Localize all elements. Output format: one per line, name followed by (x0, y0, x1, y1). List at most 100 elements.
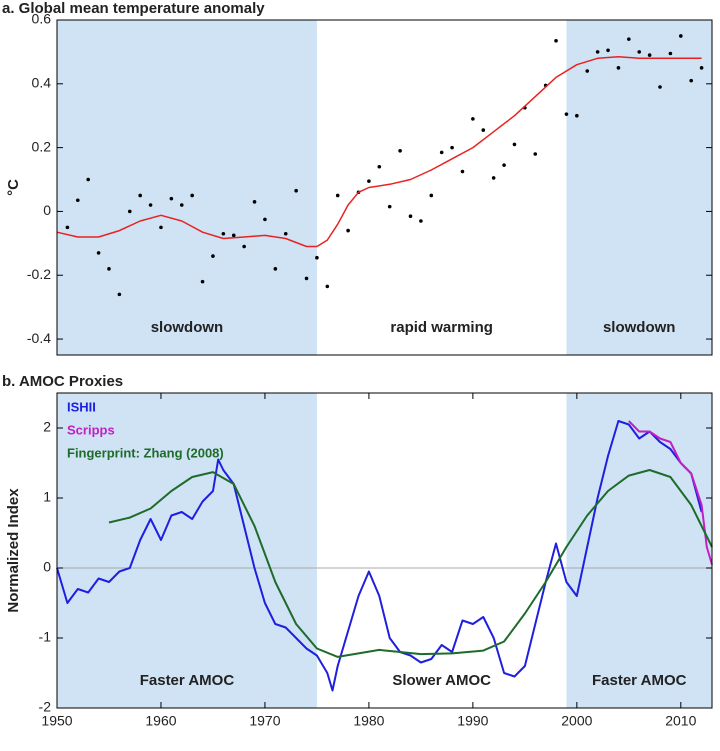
data-point (564, 112, 569, 116)
data-point (169, 196, 174, 201)
x-tick-label: 2010 (665, 713, 696, 729)
data-point (315, 255, 319, 260)
y-tick-label: 0 (43, 559, 51, 575)
data-point (627, 37, 631, 41)
data-point (647, 53, 652, 57)
annotation: slowdown (603, 319, 676, 336)
data-point (398, 149, 402, 153)
shaded-span (566, 20, 712, 355)
data-point (127, 209, 132, 214)
data-point (377, 164, 382, 169)
data-point (450, 145, 454, 150)
data-point (419, 219, 423, 223)
data-point (575, 113, 579, 118)
annotation: Faster AMOC (140, 672, 235, 689)
data-point (190, 193, 194, 198)
data-point (211, 254, 215, 258)
data-point (304, 276, 309, 281)
y-tick-label: -0.2 (27, 266, 51, 282)
plot-frame (56, 19, 713, 356)
data-point (159, 225, 163, 230)
legend-entry: ISHII (67, 399, 96, 414)
data-point (294, 188, 298, 193)
y-tick-label: 2 (43, 419, 51, 435)
y-tick-label: -2 (39, 699, 52, 715)
y-tick-label: 0.6 (32, 11, 52, 27)
y-tick-label: -1 (39, 629, 52, 645)
data-point (221, 231, 226, 236)
y-tick-label: 1 (43, 489, 51, 505)
data-point (273, 267, 278, 271)
data-point (242, 244, 246, 249)
data-point (606, 48, 610, 53)
legend-entry: Scripps (67, 422, 115, 437)
y-tick-label: -0.4 (27, 330, 51, 346)
series-line (56, 55, 702, 248)
data-point (668, 51, 673, 56)
data-point (252, 200, 257, 204)
annotation: rapid warming (390, 319, 493, 336)
data-point (75, 198, 80, 203)
data-point (179, 203, 184, 207)
data-point (96, 251, 101, 255)
y-tick-label: 0.2 (32, 138, 52, 154)
data-point (595, 50, 600, 54)
data-point (200, 279, 205, 284)
shaded-span (57, 20, 317, 355)
data-point (387, 204, 392, 209)
data-point (429, 193, 434, 198)
y-axis-label: °C (5, 179, 22, 196)
panel-title: a. Global mean temperature anomaly (2, 0, 265, 17)
series-line (108, 469, 713, 658)
y-tick-label: 0 (43, 202, 51, 218)
data-point (491, 176, 496, 180)
data-point (86, 177, 90, 182)
y-axis-label: Normalized Index (5, 488, 22, 613)
series-line (56, 420, 703, 692)
data-point (585, 69, 590, 73)
shaded-span (57, 393, 317, 708)
data-point (679, 34, 683, 38)
x-tick-label: 1980 (353, 713, 384, 729)
data-point (263, 217, 267, 222)
data-point (512, 142, 517, 147)
annotation: slowdown (151, 319, 224, 336)
x-tick-label: 2000 (561, 713, 592, 729)
data-point (117, 292, 122, 297)
x-tick-label: 1950 (41, 713, 72, 729)
data-point (335, 193, 340, 198)
data-point (460, 169, 465, 174)
data-point (107, 267, 111, 271)
shaded-span (566, 393, 712, 708)
x-tick-label: 1970 (249, 713, 280, 729)
data-point (502, 163, 506, 167)
y-tick-label: 0.4 (32, 75, 52, 91)
panel-title: b. AMOC Proxies (2, 373, 123, 390)
plot-frame (56, 392, 713, 709)
data-point (533, 152, 538, 156)
data-point (471, 117, 475, 121)
series-line (628, 420, 713, 565)
data-point (481, 128, 486, 132)
data-point (658, 85, 662, 89)
data-point (367, 179, 371, 183)
data-point (637, 50, 642, 54)
data-point (346, 228, 350, 233)
annotation: Faster AMOC (592, 672, 687, 689)
data-point (138, 193, 142, 198)
data-point (65, 225, 70, 230)
data-point (148, 203, 153, 207)
legend-entry: Fingerprint: Zhang (2008) (67, 445, 224, 460)
data-point (283, 231, 288, 236)
data-point (231, 233, 236, 238)
data-point (325, 284, 330, 289)
data-point (616, 66, 621, 70)
annotation: Slower AMOC (392, 672, 491, 689)
data-point (689, 78, 694, 83)
data-point (554, 38, 558, 43)
x-tick-label: 1990 (457, 713, 488, 729)
data-point (699, 66, 704, 70)
data-point (408, 214, 413, 219)
x-tick-label: 1960 (145, 713, 176, 729)
